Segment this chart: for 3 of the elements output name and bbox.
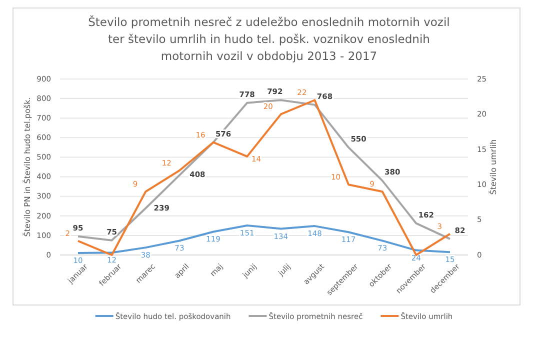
y2-axis-title: Število umrlih: [488, 139, 498, 195]
y-axis-title: Število PN in Število hudo tel.pošk.: [22, 97, 32, 237]
chart-title: Število prometnih nesreč z udeležbo enoslednih motornih vozil ter število umrlih in hudo tel. pošk. voznikov enoslednih motornih vozil v obdobju 2013 - 2017: [88, 15, 450, 63]
